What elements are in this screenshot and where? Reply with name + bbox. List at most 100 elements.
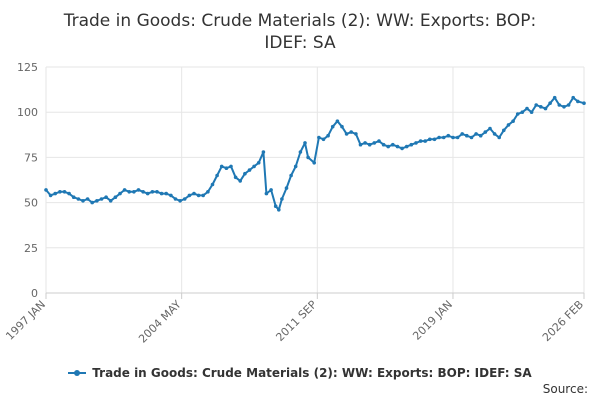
data-point[interactable]	[182, 197, 187, 201]
data-point[interactable]	[159, 191, 164, 196]
data-point[interactable]	[321, 137, 326, 142]
data-point[interactable]	[409, 142, 414, 147]
data-point[interactable]	[293, 164, 298, 169]
data-point[interactable]	[469, 135, 474, 140]
data-point[interactable]	[224, 166, 229, 170]
data-point[interactable]	[306, 155, 310, 160]
data-point[interactable]	[48, 193, 53, 198]
data-point[interactable]	[534, 103, 538, 107]
data-point[interactable]	[529, 110, 534, 114]
data-point[interactable]	[71, 195, 76, 199]
data-point[interactable]	[136, 188, 141, 192]
data-point[interactable]	[62, 190, 67, 194]
data-point[interactable]	[557, 103, 562, 107]
data-point[interactable]	[502, 128, 506, 133]
data-point[interactable]	[164, 191, 168, 196]
data-point[interactable]	[317, 135, 321, 140]
data-point[interactable]	[576, 99, 580, 104]
data-point[interactable]	[582, 101, 586, 105]
data-point[interactable]	[478, 133, 483, 138]
data-point[interactable]	[372, 141, 377, 145]
data-point[interactable]	[210, 182, 215, 187]
data-point[interactable]	[132, 190, 136, 194]
data-point[interactable]	[252, 164, 256, 169]
data-point[interactable]	[492, 132, 497, 136]
data-point[interactable]	[400, 146, 404, 151]
data-point[interactable]	[76, 197, 81, 201]
data-point[interactable]	[256, 161, 261, 165]
data-point[interactable]	[349, 130, 354, 134]
data-point[interactable]	[243, 171, 247, 176]
data-point[interactable]	[215, 173, 219, 178]
data-point[interactable]	[511, 119, 515, 123]
data-point[interactable]	[277, 208, 281, 212]
data-point[interactable]	[330, 124, 335, 129]
data-point[interactable]	[201, 193, 205, 198]
data-point[interactable]	[155, 190, 159, 194]
data-point[interactable]	[141, 190, 145, 194]
data-point[interactable]	[446, 133, 451, 138]
data-point[interactable]	[247, 168, 252, 172]
data-point[interactable]	[548, 101, 552, 105]
data-point[interactable]	[552, 95, 557, 100]
data-point[interactable]	[354, 132, 358, 136]
data-point[interactable]	[238, 179, 242, 183]
data-point[interactable]	[53, 191, 57, 196]
data-point[interactable]	[298, 150, 303, 154]
data-point[interactable]	[474, 132, 478, 136]
data-point[interactable]	[58, 190, 62, 194]
data-point[interactable]	[44, 188, 48, 192]
data-point[interactable]	[358, 142, 363, 147]
data-point[interactable]	[173, 197, 178, 201]
data-point[interactable]	[367, 142, 372, 147]
data-point[interactable]	[219, 164, 224, 169]
data-point[interactable]	[192, 191, 196, 196]
data-point[interactable]	[99, 197, 104, 201]
data-point[interactable]	[377, 139, 381, 143]
data-point[interactable]	[497, 135, 502, 140]
data-point[interactable]	[273, 204, 278, 208]
data-point[interactable]	[264, 191, 269, 196]
data-point[interactable]	[506, 123, 511, 127]
data-point[interactable]	[566, 103, 571, 107]
data-point[interactable]	[465, 133, 469, 138]
data-point[interactable]	[460, 132, 465, 136]
data-point[interactable]	[127, 190, 131, 194]
data-point[interactable]	[404, 144, 409, 149]
data-point[interactable]	[344, 132, 349, 136]
data-point[interactable]	[289, 173, 293, 178]
data-point[interactable]	[488, 126, 492, 131]
data-point[interactable]	[145, 191, 150, 196]
data-point[interactable]	[423, 139, 428, 143]
data-point[interactable]	[169, 193, 173, 198]
data-point[interactable]	[233, 175, 238, 180]
data-point[interactable]	[391, 142, 395, 147]
data-point[interactable]	[196, 193, 201, 198]
data-point[interactable]	[261, 150, 266, 154]
data-point[interactable]	[90, 200, 94, 205]
data-point[interactable]	[571, 95, 575, 100]
data-point[interactable]	[113, 195, 118, 199]
data-point[interactable]	[118, 191, 122, 196]
data-point[interactable]	[437, 135, 441, 140]
data-point[interactable]	[206, 190, 210, 194]
data-point[interactable]	[178, 199, 182, 203]
data-point[interactable]	[386, 144, 391, 149]
data-point[interactable]	[455, 135, 460, 140]
data-point[interactable]	[150, 190, 155, 194]
data-point[interactable]	[312, 161, 317, 165]
data-point[interactable]	[229, 164, 233, 169]
data-point[interactable]	[432, 137, 437, 142]
data-point[interactable]	[122, 188, 127, 192]
data-point[interactable]	[515, 112, 520, 116]
data-point[interactable]	[187, 193, 192, 198]
data-point[interactable]	[418, 139, 423, 143]
data-point[interactable]	[381, 142, 386, 147]
data-point[interactable]	[95, 199, 99, 203]
data-point[interactable]	[284, 186, 289, 190]
data-point[interactable]	[483, 130, 488, 134]
chart-legend[interactable]: Trade in Goods: Crude Materials (2): WW:…	[0, 366, 600, 381]
data-point[interactable]	[451, 135, 455, 140]
data-point[interactable]	[269, 188, 273, 192]
data-point[interactable]	[280, 197, 284, 201]
